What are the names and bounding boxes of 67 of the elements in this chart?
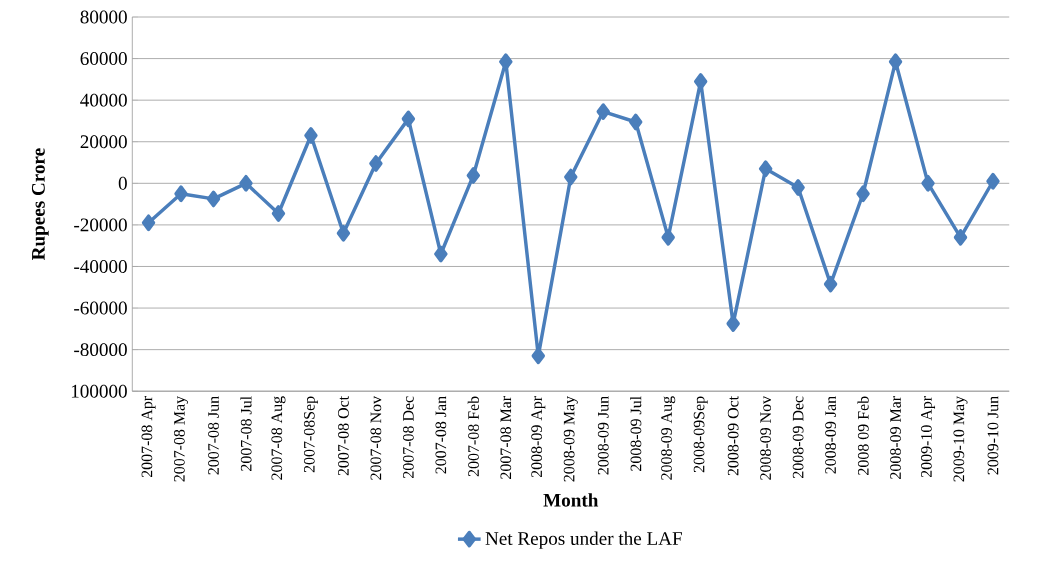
point	[304, 127, 318, 144]
x-tick-label: 2007-08 Aug	[271, 396, 286, 480]
y-tick-label: 100000	[71, 384, 127, 398]
x-tick-label: 2008-09 May	[563, 395, 578, 482]
x-tick-label: 2007-08 Dec	[402, 396, 414, 478]
x-tick-label: 2008-09 Jul	[630, 396, 642, 471]
y-tick-label: 20000	[80, 135, 127, 149]
x-tick-label: 2007-08 May	[174, 395, 189, 482]
y-tick-label: 0	[118, 176, 127, 190]
point	[369, 155, 383, 172]
point	[564, 168, 578, 186]
x-tick-label: 2008-09 Mar	[890, 395, 901, 479]
point	[693, 72, 708, 90]
y-tick-label: 60000	[80, 52, 127, 65]
point	[499, 53, 513, 70]
point	[823, 275, 838, 293]
point	[141, 214, 156, 232]
point	[888, 53, 903, 70]
x-tick-label: 2007-08 Feb	[467, 396, 479, 477]
x-tick-label: 2007-08 Nov	[370, 395, 382, 480]
x-tick-label: 2009-10 Apr	[921, 395, 936, 478]
legend-label: Net Repos under the LAF	[485, 531, 682, 549]
point	[271, 205, 286, 222]
point	[434, 245, 448, 263]
x-tick-label: 2009-10 May	[953, 395, 968, 482]
y-tick-label: -80000	[74, 343, 127, 356]
y-axis-title: Rupees Crore	[31, 148, 49, 260]
x-tick-label: 2008 09 Feb	[857, 396, 869, 475]
x-tick-label: 2008-09Sep	[693, 396, 708, 473]
y-tick-label: -40000	[74, 259, 127, 273]
x-tick-label: 2008-09 Jan	[825, 396, 836, 474]
x-tick-label: 2008-09 Oct	[727, 395, 739, 476]
point	[336, 224, 351, 242]
x-tick-label: 2009-10 Jun	[987, 396, 999, 475]
point	[986, 172, 1000, 190]
y-tick-label: -20000	[74, 218, 127, 232]
point	[726, 315, 740, 332]
x-axis-title: Month	[543, 493, 599, 507]
x-tick-label: 2007-08 Jun	[208, 396, 219, 475]
x-tick-label: 2007-08 Oct	[338, 395, 349, 476]
point	[953, 228, 968, 246]
point	[596, 103, 610, 120]
point	[791, 179, 805, 196]
y-tick-label: 80000	[80, 10, 127, 24]
x-tick-label: 2008-09 Aug	[661, 396, 676, 480]
x-tick-label: 2007-08 Jul	[240, 396, 252, 471]
point	[174, 185, 188, 202]
point	[629, 113, 643, 131]
y-tick-label: -60000	[74, 301, 127, 315]
point	[661, 228, 675, 246]
x-tick-label: 2008-09 Nov	[760, 395, 772, 480]
point	[758, 160, 773, 178]
x-tick-label: 2008-09 Jun	[597, 396, 609, 475]
x-tick-label: 2007-08Sep	[303, 396, 318, 473]
point	[856, 185, 870, 202]
point	[239, 174, 253, 192]
point	[921, 174, 935, 192]
point	[531, 347, 545, 365]
y-tick-label: 40000	[80, 93, 127, 107]
x-tick-label: 2007-08 Mar	[500, 395, 512, 479]
x-tick-label: 2008-09 Apr	[531, 395, 546, 478]
x-tick-label: 2007-08 Apr	[141, 395, 156, 478]
point	[206, 190, 221, 208]
x-tick-label: 2008-09 Dec	[792, 396, 804, 478]
point	[466, 166, 481, 184]
point	[401, 110, 416, 128]
x-tick-label: 2007-08 Jan	[435, 396, 447, 474]
